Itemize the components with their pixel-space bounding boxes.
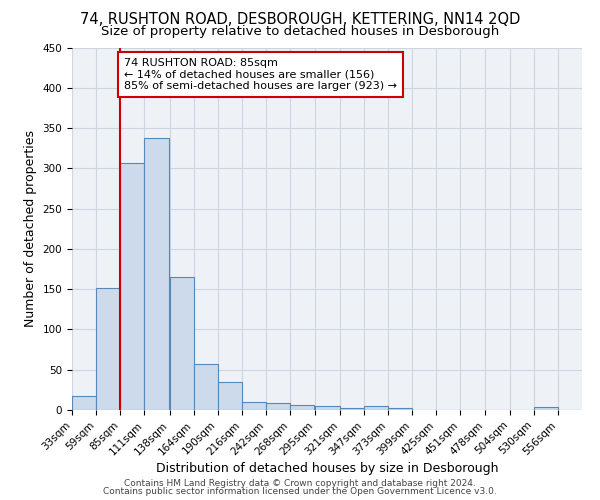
- Bar: [96, 288, 121, 410]
- Bar: [364, 406, 388, 410]
- Bar: [194, 364, 218, 410]
- Bar: [72, 396, 96, 410]
- Bar: [316, 406, 340, 410]
- Bar: [242, 402, 266, 410]
- Bar: [340, 408, 364, 410]
- Y-axis label: Number of detached properties: Number of detached properties: [24, 130, 37, 327]
- Bar: [266, 403, 290, 410]
- Bar: [170, 277, 194, 410]
- Bar: [121, 162, 145, 410]
- Bar: [218, 382, 242, 410]
- Text: Contains public sector information licensed under the Open Government Licence v3: Contains public sector information licen…: [103, 487, 497, 496]
- Text: 74, RUSHTON ROAD, DESBOROUGH, KETTERING, NN14 2QD: 74, RUSHTON ROAD, DESBOROUGH, KETTERING,…: [80, 12, 520, 28]
- Bar: [290, 405, 314, 410]
- Text: Contains HM Land Registry data © Crown copyright and database right 2024.: Contains HM Land Registry data © Crown c…: [124, 478, 476, 488]
- X-axis label: Distribution of detached houses by size in Desborough: Distribution of detached houses by size …: [156, 462, 498, 475]
- Bar: [388, 408, 412, 410]
- Bar: [145, 138, 169, 410]
- Bar: [533, 407, 558, 410]
- Text: Size of property relative to detached houses in Desborough: Size of property relative to detached ho…: [101, 25, 499, 38]
- Text: 74 RUSHTON ROAD: 85sqm
← 14% of detached houses are smaller (156)
85% of semi-de: 74 RUSHTON ROAD: 85sqm ← 14% of detached…: [124, 58, 397, 91]
